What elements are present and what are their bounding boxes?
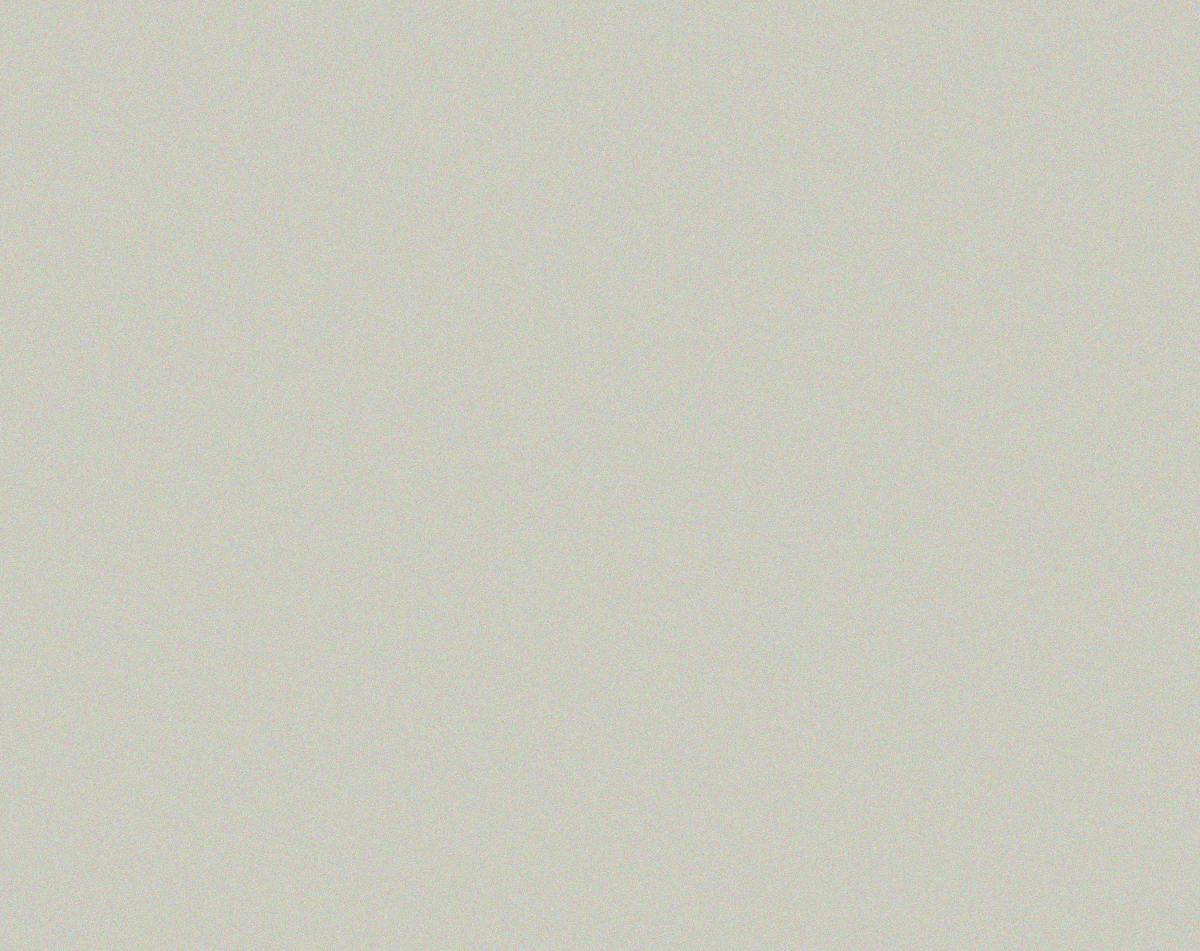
Text: 10.0: 10.0 bbox=[86, 633, 149, 661]
Text: 0.200: 0.200 bbox=[86, 456, 166, 484]
FancyBboxPatch shape bbox=[12, 813, 217, 887]
Text: 31.6: 31.6 bbox=[86, 368, 149, 396]
Text: —— 1/2 aA + 1/2 bB?: —— 1/2 aA + 1/2 bB? bbox=[22, 166, 343, 194]
Text: K is 10.0. What is the value of the equilibrium constant for the reaction 1/2  c: K is 10.0. What is the value of the equi… bbox=[22, 100, 1200, 127]
Text: 0.316: 0.316 bbox=[86, 722, 166, 749]
Text: 3.16: 3.16 bbox=[86, 545, 149, 573]
Text: ◄  Previous: ◄ Previous bbox=[48, 838, 181, 863]
Text: For the chemical equilibrium aA +bB —— cC, the value of the equilibrium constant: For the chemical equilibrium aA +bB —— c… bbox=[22, 33, 1200, 61]
